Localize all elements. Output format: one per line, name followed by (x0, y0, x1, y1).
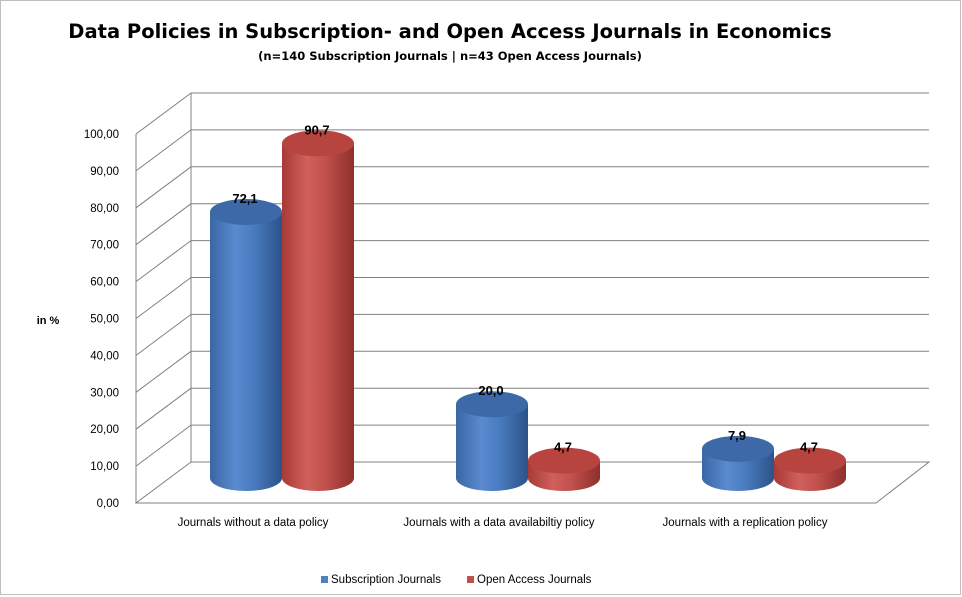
y-axis-label: in % (37, 315, 60, 327)
gridline-side (135, 129, 192, 172)
bar-top (528, 447, 600, 474)
data-labels: 72,1 90,7 20,0 4,7 7,9 4,7 (232, 122, 818, 454)
bars (210, 130, 846, 492)
data-label-subscription: 72,1 (232, 191, 257, 206)
gridline-side (135, 166, 192, 209)
bar-body (210, 211, 282, 492)
data-label-subscription: 7,9 (728, 428, 746, 443)
gridline-side (135, 277, 192, 319)
category-label: Journals without a data policy (178, 517, 329, 529)
y-tick-label: 60,00 (90, 277, 119, 289)
data-label-subscription: 20,0 (478, 383, 503, 398)
bar-open-access-1 (282, 130, 354, 491)
y-tick-label: 70,00 (90, 240, 119, 252)
bar-open-access-2 (528, 447, 600, 491)
gridline-side (135, 240, 192, 283)
chart-subtitle: (n=140 Subscription Journals | n=43 Open… (258, 49, 642, 63)
legend-swatch-subscription (321, 576, 328, 583)
gridline-side (135, 350, 192, 393)
bar-top (702, 435, 774, 462)
bar-subscription-2 (456, 391, 528, 491)
data-label-open-access: 90,7 (304, 122, 329, 137)
bar-top (210, 198, 282, 225)
legend-swatch-open-access (467, 576, 474, 583)
y-tick-label: 90,00 (90, 166, 119, 178)
y-tick-label: 40,00 (90, 350, 119, 362)
gridline-side (135, 387, 192, 430)
bar-top (774, 447, 846, 474)
gridline-side (135, 424, 192, 467)
legend-label-open-access: Open Access Journals (477, 574, 592, 586)
bar-top (456, 391, 528, 418)
category-labels: Journals without a data policy Journals w… (178, 517, 828, 529)
y-axis-ticks: 0,00 10,00 20,00 30,00 40,00 50,00 60,00 70,00 8… (84, 129, 119, 510)
legend-label-subscription: Subscription Journals (331, 574, 441, 586)
data-label-open-access: 4,7 (800, 440, 818, 455)
y-tick-label: 30,00 (90, 387, 119, 399)
chart-title: Data Policies in Subscription- and Open … (68, 20, 831, 43)
gridline-side (135, 203, 192, 246)
legend: Subscription Journals Open Access Journa… (321, 574, 592, 586)
y-tick-label: 10,00 (90, 461, 119, 473)
y-tick-label: 100,00 (84, 129, 119, 141)
category-label: Journals with a replication policy (663, 517, 828, 529)
gridline-side (135, 92, 192, 135)
bar-open-access-3 (774, 447, 846, 491)
gridline-side (135, 313, 192, 356)
category-label: Journals with a data availabiltiy policy (403, 517, 594, 529)
bar-top (282, 130, 354, 157)
bar-subscription-1 (210, 198, 282, 492)
data-label-open-access: 4,7 (554, 440, 572, 455)
bar-subscription-3 (702, 435, 774, 491)
y-tick-label: 20,00 (90, 424, 119, 436)
y-tick-label: 80,00 (90, 203, 119, 215)
y-tick-label: 50,00 (90, 314, 119, 326)
bar-body (282, 143, 354, 491)
bar-body (456, 404, 528, 491)
y-tick-label: 0,00 (97, 498, 119, 510)
